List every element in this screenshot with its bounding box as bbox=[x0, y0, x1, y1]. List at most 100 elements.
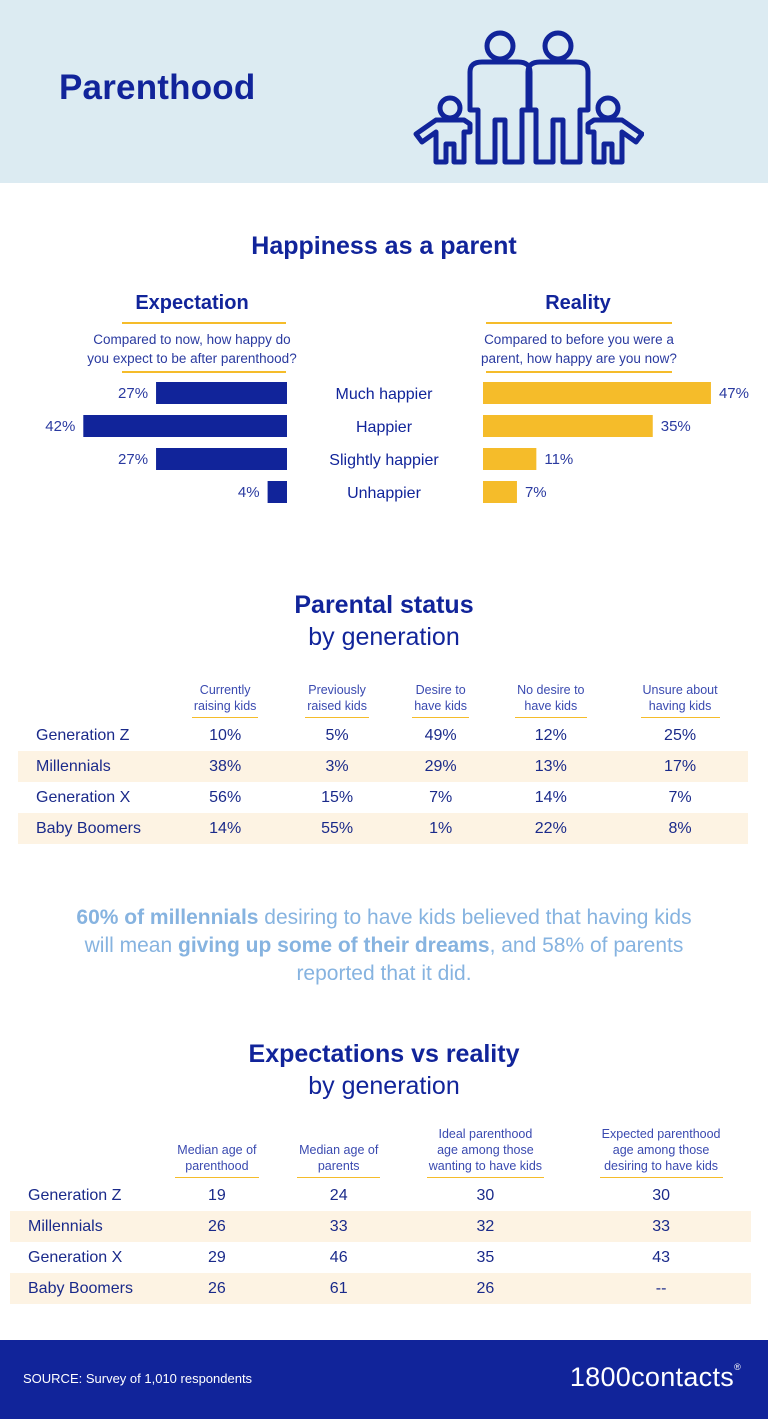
expectations-title: Expectations vs reality bbox=[248, 1040, 520, 1068]
millennials-quote: 60% of millennials desiring to have kids… bbox=[60, 904, 708, 988]
exp-header-line: parents bbox=[317, 1159, 360, 1173]
exp-header-line: age among those bbox=[437, 1143, 534, 1157]
row-label: Baby Boomers bbox=[18, 813, 168, 844]
status-header-line: Desire to bbox=[415, 683, 466, 697]
status-header-label: Previously raised kids bbox=[305, 682, 369, 718]
table-cell: 46 bbox=[329, 1248, 348, 1266]
table-cell: 38% bbox=[168, 751, 283, 782]
expectation-question-line1: Compared to now, how happy do bbox=[93, 332, 291, 347]
status-header-2: Desire to have kids bbox=[392, 682, 490, 720]
expectation-bar bbox=[156, 448, 287, 470]
reality-value-label: 7% bbox=[525, 484, 547, 501]
expectation-value-label: 4% bbox=[238, 484, 260, 501]
table-cell: 15% bbox=[321, 788, 354, 806]
exp-header-label: Median age of parenthood bbox=[175, 1142, 259, 1178]
quote-highlight-2: giving up some of their dreams bbox=[178, 934, 490, 957]
header-banner: Parenthood bbox=[0, 0, 768, 183]
exp-header-line: desiring to have kids bbox=[604, 1159, 719, 1173]
expectations-table: Median age of parenthood Median age of pare… bbox=[10, 1126, 751, 1304]
status-header-4: Unsure about having kids bbox=[612, 682, 748, 720]
parental-status-title: Parental status bbox=[294, 591, 474, 619]
brand-logo-text: 1800contacts bbox=[569, 1362, 735, 1392]
table-cell: 29% bbox=[391, 751, 490, 782]
table-row: Millennials 38% 3% 29% 13% 17% bbox=[18, 751, 748, 782]
table-row: Generation Z 19 24 30 30 bbox=[10, 1180, 751, 1211]
table-cell: 30 bbox=[652, 1186, 670, 1204]
table-cell: 13% bbox=[489, 751, 613, 782]
expectation-question-line2: you expect to be after parenthood? bbox=[87, 351, 297, 366]
expectation-rule bbox=[122, 322, 286, 324]
table-cell: 8% bbox=[612, 813, 748, 844]
table-row: Baby Boomers 14% 55% 1% 22% 8% bbox=[18, 813, 748, 844]
happiness-bar-chart: 27% 47% Much happier 42% 35% Happier 27% 11% Sli… bbox=[45, 382, 749, 503]
table-cell: 33 bbox=[571, 1211, 751, 1242]
quote-highlight-1: 60% of millennials bbox=[76, 906, 259, 929]
reality-question-line1: Compared to before you were a bbox=[484, 332, 674, 347]
expectation-heading: Expectation bbox=[135, 292, 249, 314]
exp-header-2: Ideal parenthood age among those wanting t… bbox=[400, 1126, 572, 1180]
status-header-line: No desire to bbox=[517, 683, 585, 697]
reality-bar bbox=[483, 415, 653, 437]
expectations-subtitle: by generation bbox=[308, 1072, 460, 1100]
table-cell: 55% bbox=[282, 813, 392, 844]
source-note: SOURCE: Survey of 1,010 respondents bbox=[23, 1371, 253, 1386]
reality-value-label: 11% bbox=[544, 451, 573, 468]
exp-header-line: Median age of bbox=[299, 1143, 379, 1157]
table-row: Generation Z 10% 5% 49% 12% 25% bbox=[18, 720, 748, 751]
reality-value-label: 35% bbox=[661, 418, 691, 435]
table-cell: 33 bbox=[277, 1211, 400, 1242]
reality-value-label: 47% bbox=[719, 385, 749, 402]
table-cell: 14% bbox=[168, 813, 283, 844]
expectation-bar bbox=[83, 415, 287, 437]
expectation-value-label: 27% bbox=[118, 451, 148, 468]
status-header-line: Currently bbox=[199, 683, 251, 697]
category-label: Happier bbox=[356, 419, 413, 436]
table-cell: 3% bbox=[282, 751, 392, 782]
exp-header-line: parenthood bbox=[185, 1159, 249, 1173]
expectation-rule-bottom bbox=[122, 371, 286, 373]
quote-text-2: , and 58% of parents reported that it di… bbox=[296, 934, 684, 985]
exp-header-line: Ideal parenthood bbox=[438, 1127, 533, 1141]
status-header-label: Unsure about having kids bbox=[640, 682, 720, 718]
reality-heading: Reality bbox=[545, 292, 611, 314]
exp-header-line: Expected parenthood bbox=[601, 1127, 721, 1141]
reality-question: Compared to before you were a parent, ho… bbox=[448, 330, 710, 368]
table-row: Generation X 56% 15% 7% 14% 7% bbox=[18, 782, 748, 813]
table-cell: -- bbox=[571, 1273, 751, 1304]
row-label: Generation Z bbox=[28, 1186, 122, 1204]
expectation-question: Compared to now, how happy do you expect… bbox=[62, 330, 322, 368]
exp-header-line: age among those bbox=[612, 1143, 710, 1157]
table-cell: 35 bbox=[476, 1248, 495, 1266]
table-cell: 7% bbox=[429, 788, 453, 806]
status-header-label: Desire to have kids bbox=[412, 682, 470, 718]
table-cell: 24 bbox=[329, 1186, 348, 1204]
quote-text-1: desiring to have kids believed that havi… bbox=[84, 906, 692, 957]
category-label: Slightly happier bbox=[329, 452, 439, 469]
row-label: Generation X bbox=[28, 1248, 123, 1266]
table-cell: 1% bbox=[391, 813, 490, 844]
reality-bar bbox=[483, 382, 711, 404]
table-cell: 25% bbox=[664, 726, 697, 744]
status-header-line: Previously bbox=[308, 683, 366, 697]
status-header-3: No desire to have kids bbox=[489, 682, 612, 720]
reality-bar bbox=[483, 448, 537, 470]
row-label: Generation X bbox=[36, 788, 131, 806]
table-cell: 30 bbox=[476, 1186, 495, 1204]
exp-header-0: Median age of parenthood bbox=[156, 1126, 278, 1180]
table-cell: 26 bbox=[156, 1211, 278, 1242]
table-cell: 43 bbox=[652, 1248, 670, 1266]
table-cell: 22% bbox=[489, 813, 613, 844]
family-icon bbox=[413, 30, 644, 165]
reality-bar bbox=[483, 481, 517, 503]
exp-header-label: Expected parenthood age among those desiri… bbox=[599, 1126, 723, 1178]
table-row: Baby Boomers 26 61 26 -- bbox=[10, 1273, 751, 1304]
table-row: Generation X 29 46 35 43 bbox=[10, 1242, 751, 1273]
table-cell: 49% bbox=[424, 726, 457, 744]
exp-header-label: Median age of parents bbox=[297, 1142, 381, 1178]
table-cell: 29 bbox=[208, 1248, 226, 1266]
happiness-title: Happiness as a parent bbox=[251, 232, 517, 260]
expectation-value-label: 27% bbox=[118, 385, 148, 402]
reality-rule-bottom bbox=[486, 371, 672, 373]
table-cell: 61 bbox=[277, 1273, 400, 1304]
status-header-label: Currently raising kids bbox=[191, 682, 259, 718]
